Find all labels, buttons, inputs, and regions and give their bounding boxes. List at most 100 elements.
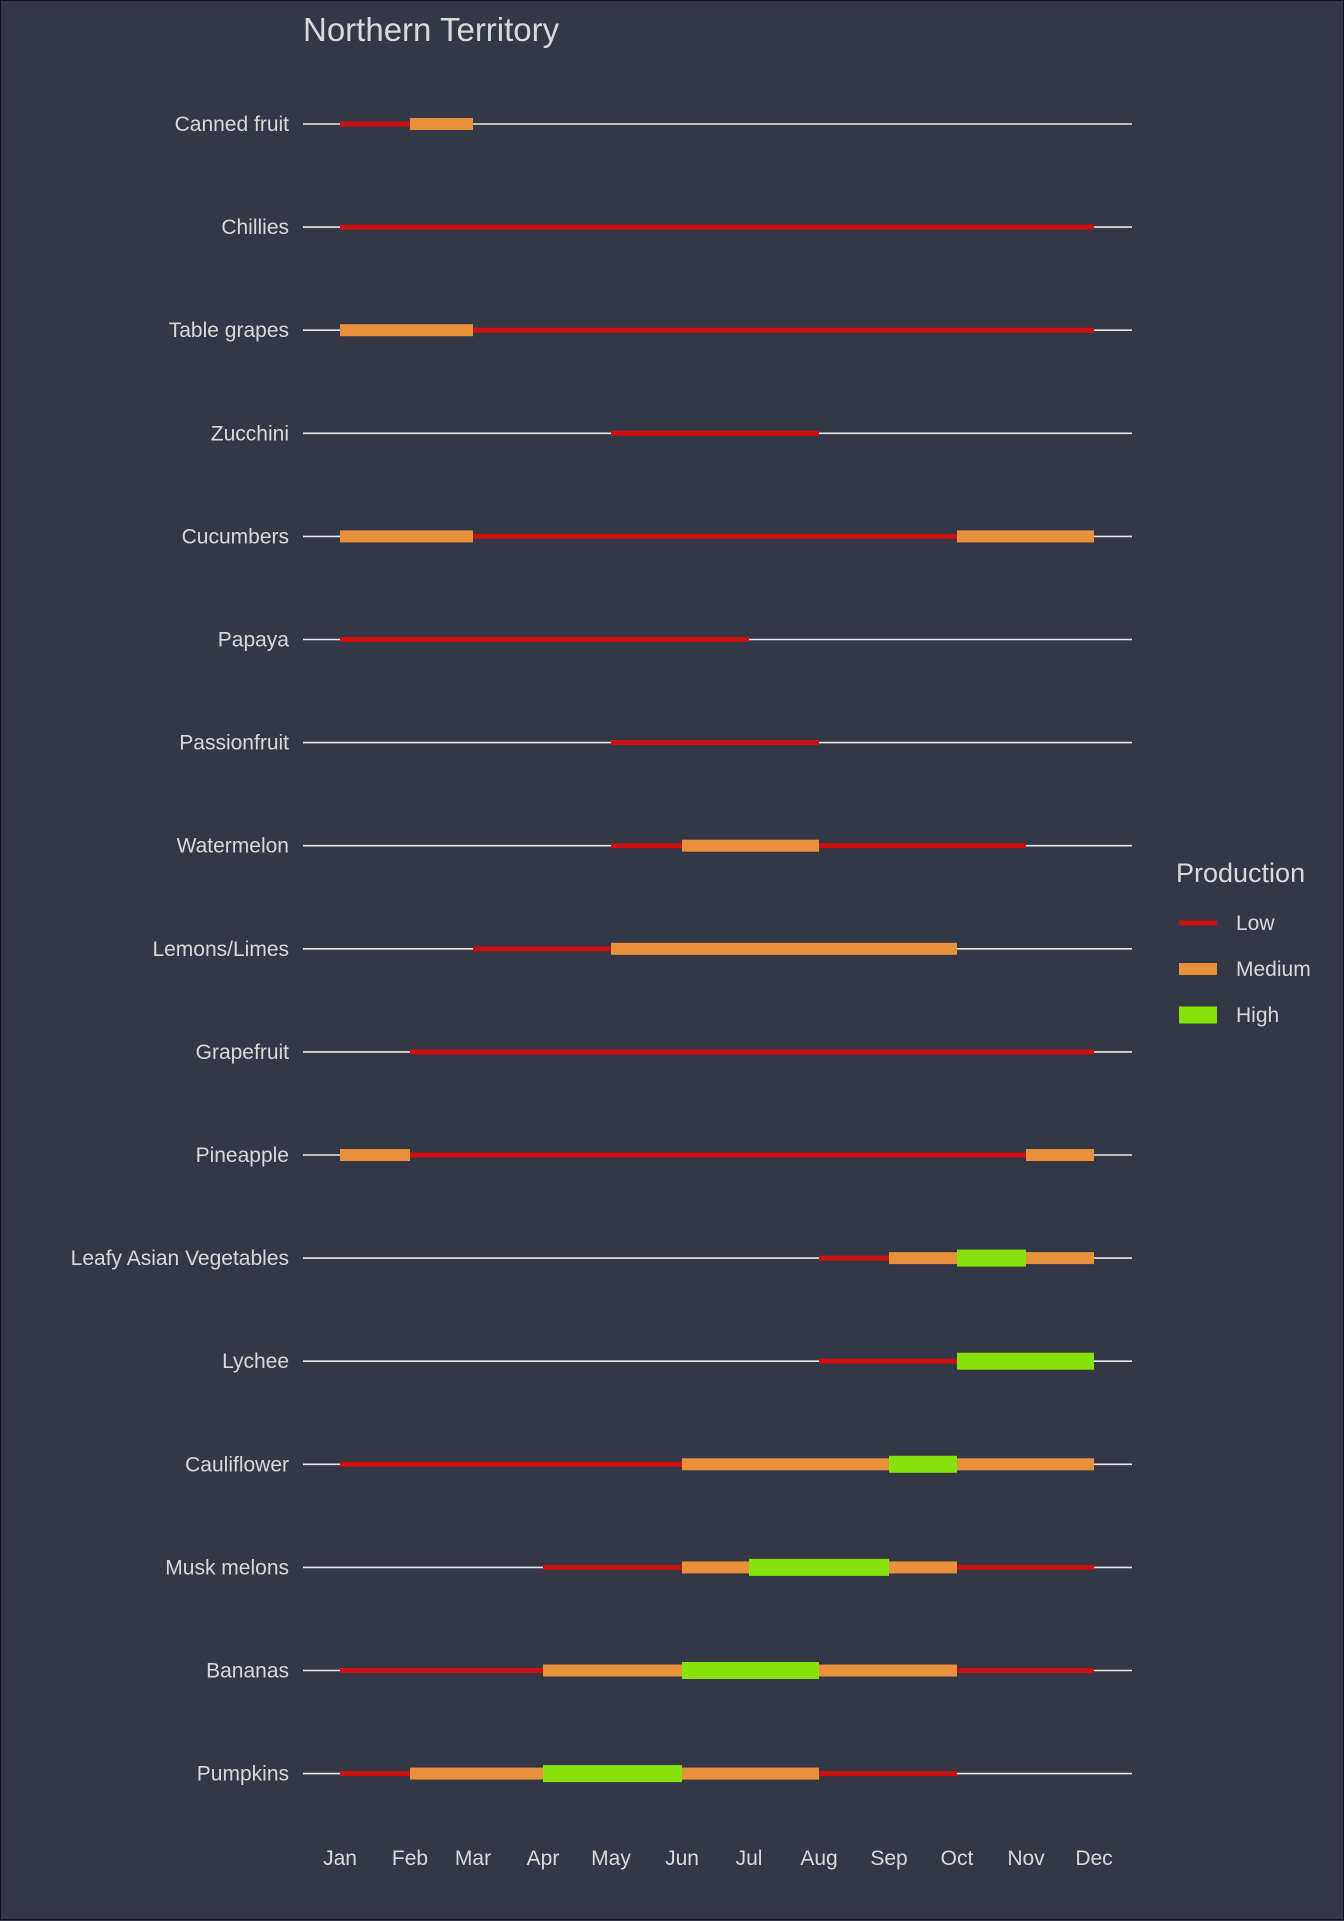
legend-label: Low: [1236, 912, 1275, 935]
segment-low: [340, 224, 1094, 230]
x-tick-label: Jan: [323, 1847, 357, 1870]
legend-label: High: [1236, 1004, 1279, 1027]
segment-medium: [1026, 1252, 1094, 1265]
segment-medium: [682, 839, 819, 852]
x-tick-label: Apr: [527, 1847, 560, 1870]
category-label: Pineapple: [196, 1144, 289, 1167]
segment-low: [473, 946, 611, 952]
category-label: Grapefruit: [196, 1041, 290, 1064]
chart-rows: Canned fruit Chillies Table grapes Zucchini…: [71, 113, 1132, 1786]
x-axis: Jan Feb Mar Apr May Jun Jul Aug Sep Oct Nov Dec: [323, 1847, 1113, 1870]
chart-row: Cauliflower: [185, 1453, 1132, 1476]
category-label: Canned fruit: [175, 113, 290, 136]
chart-row: Pumpkins: [197, 1763, 1132, 1786]
chart-row: Pineapple: [196, 1144, 1132, 1167]
category-label: Chillies: [221, 216, 289, 239]
chart-row: Canned fruit: [175, 113, 1132, 136]
segment-medium: [957, 1458, 1094, 1471]
segment-low: [957, 1668, 1094, 1673]
legend-label: Medium: [1236, 958, 1311, 981]
segment-low: [819, 1255, 889, 1261]
legend-swatch-medium: [1179, 963, 1217, 975]
segment-high: [543, 1765, 682, 1783]
segment-high: [749, 1558, 889, 1576]
segment-medium: [611, 942, 957, 955]
category-label: Musk melons: [165, 1556, 289, 1579]
segment-low: [611, 843, 682, 849]
segment-medium: [889, 1561, 957, 1574]
x-tick-label: May: [591, 1847, 631, 1870]
segment-high: [682, 1662, 819, 1679]
segment-low: [340, 637, 749, 642]
segment-low: [543, 1564, 682, 1570]
chart-row: Grapefruit: [196, 1041, 1132, 1064]
category-label: Lemons/Limes: [152, 938, 289, 961]
x-tick-label: Sep: [870, 1847, 907, 1870]
segment-low: [340, 1461, 682, 1467]
segment-low: [473, 327, 1094, 333]
segment-medium: [543, 1664, 682, 1677]
segment-medium: [889, 1252, 957, 1265]
chart-row: Table grapes: [169, 319, 1132, 342]
x-tick-label: Mar: [455, 1847, 491, 1870]
category-label: Pumpkins: [197, 1763, 289, 1786]
chart-row: Zucchini: [211, 422, 1132, 445]
category-label: Cauliflower: [185, 1453, 289, 1476]
segment-medium: [682, 1561, 749, 1574]
chart-row: Chillies: [221, 216, 1132, 239]
category-label: Lychee: [222, 1350, 289, 1373]
chart-row: Passionfruit: [179, 732, 1132, 755]
segment-medium: [682, 1458, 889, 1471]
segment-medium: [682, 1767, 819, 1780]
category-label: Zucchini: [211, 422, 289, 445]
segment-low: [957, 1564, 1094, 1570]
legend-swatch-low: [1179, 920, 1217, 926]
segment-medium: [957, 530, 1094, 543]
legend-swatch-high: [1179, 1006, 1217, 1024]
segment-low: [611, 430, 819, 436]
segment-medium: [410, 118, 473, 130]
segment-low: [819, 1358, 957, 1364]
category-label: Cucumbers: [182, 525, 289, 548]
segment-low: [340, 1771, 410, 1777]
legend: Production Low Medium High: [1176, 858, 1311, 1027]
chart-row: Lemons/Limes: [152, 938, 1132, 961]
category-label: Passionfruit: [179, 732, 289, 755]
segment-low: [819, 843, 1026, 849]
x-tick-label: Nov: [1007, 1847, 1045, 1870]
chart-row: Watermelon: [177, 835, 1132, 858]
segment-medium: [410, 1767, 543, 1780]
category-label: Watermelon: [177, 835, 289, 858]
x-tick-label: Jul: [736, 1847, 763, 1870]
segment-medium: [819, 1664, 957, 1677]
chart-row: Leafy Asian Vegetables: [71, 1247, 1132, 1270]
chart-row: Lychee: [222, 1350, 1132, 1373]
segment-high: [889, 1455, 957, 1473]
segment-low: [611, 740, 819, 746]
chart-row: Cucumbers: [182, 525, 1132, 548]
chart-row: Bananas: [206, 1660, 1132, 1683]
segment-low: [340, 121, 410, 127]
segment-high: [957, 1249, 1026, 1267]
x-tick-label: Aug: [800, 1847, 837, 1870]
segment-low: [410, 1049, 1094, 1055]
category-label: Leafy Asian Vegetables: [71, 1247, 289, 1270]
chart-row: Papaya: [218, 629, 1132, 652]
segment-medium: [340, 324, 473, 337]
segment-high: [957, 1352, 1094, 1370]
segment-medium: [340, 530, 473, 543]
segment-medium: [340, 1149, 410, 1161]
segment-low: [340, 1668, 543, 1673]
chart-title: Northern Territory: [303, 11, 560, 48]
segment-low: [473, 533, 957, 539]
legend-title: Production: [1176, 858, 1305, 888]
x-tick-label: Oct: [941, 1847, 974, 1870]
segment-medium: [1026, 1149, 1094, 1161]
chart-row: Musk melons: [165, 1556, 1132, 1579]
category-label: Table grapes: [169, 319, 289, 342]
segment-low: [819, 1771, 957, 1777]
category-label: Papaya: [218, 629, 290, 652]
category-label: Bananas: [206, 1660, 289, 1683]
